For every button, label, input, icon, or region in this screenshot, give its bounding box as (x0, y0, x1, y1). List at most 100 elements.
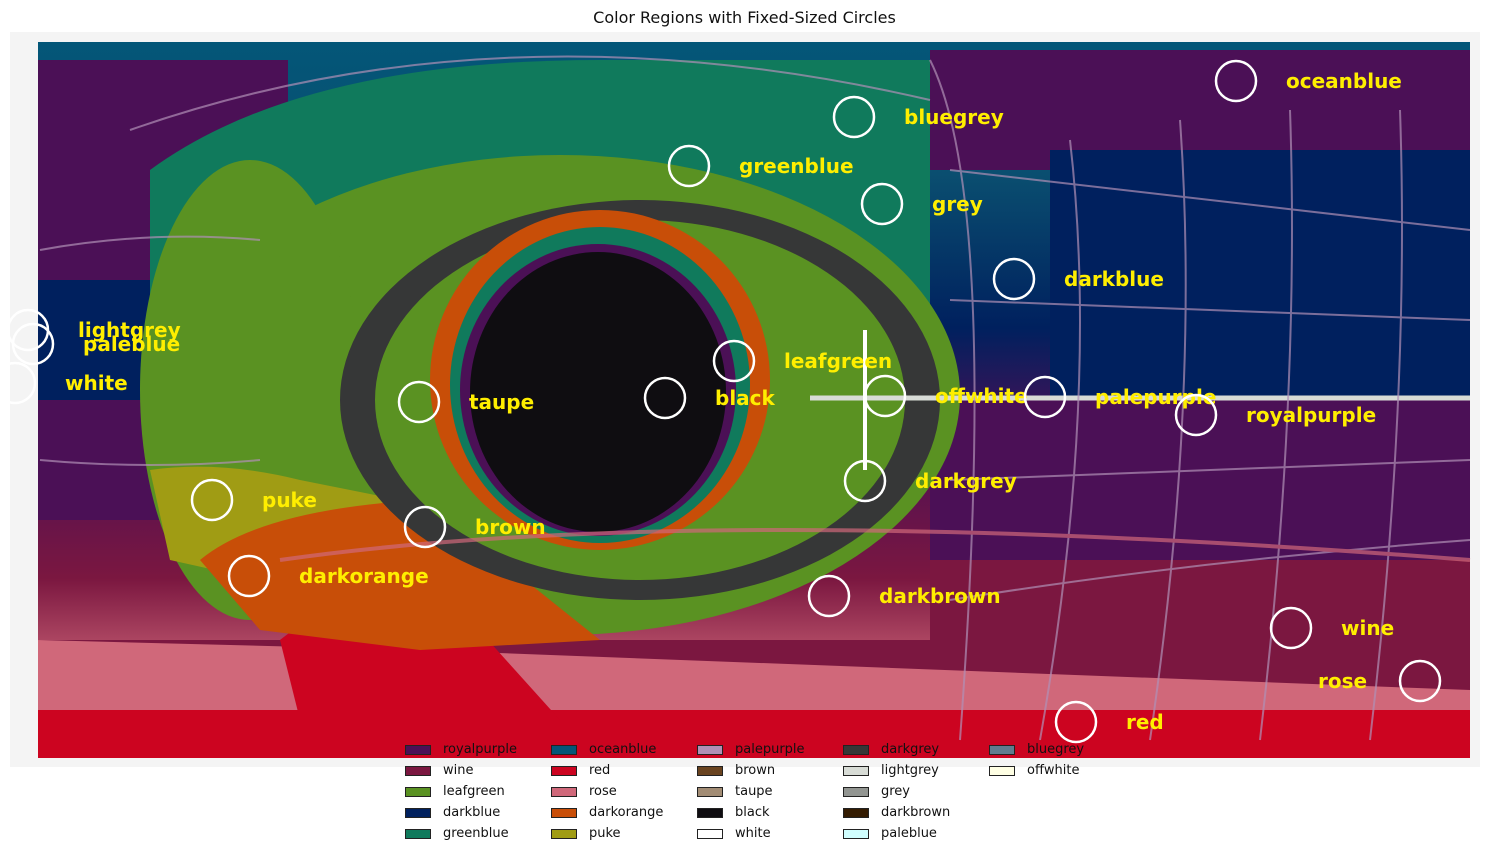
marker-label-offwhite: offwhite (935, 384, 1028, 408)
legend-swatch-darkgrey (843, 744, 869, 755)
legend-item-brown: brown (697, 763, 775, 778)
legend-item-lightgrey: lightgrey (843, 763, 939, 778)
marker-label-leafgreen: leafgreen (784, 349, 892, 373)
marker-label-lightgrey: lightgrey (78, 318, 181, 342)
legend-label-darkblue: darkblue (443, 805, 501, 820)
legend-swatch-oceanblue (551, 744, 577, 755)
marker-label-white: white (65, 371, 128, 395)
marker-circle-bluegrey (832, 95, 876, 139)
marker-circle-darkblue (992, 257, 1036, 301)
legend-item-royalpurple: royalpurple (405, 742, 517, 757)
legend-swatch-white (697, 828, 723, 839)
marker-circle-red (1054, 700, 1098, 744)
legend-item-white: white (697, 826, 771, 841)
legend-swatch-black (697, 807, 723, 818)
marker-label-darkgrey: darkgrey (915, 469, 1017, 493)
legend-label-puke: puke (589, 826, 621, 841)
legend: royalpurple wine leafgreen darkblue greenblu… (405, 742, 1105, 846)
marker-circle-puke (190, 478, 234, 522)
marker-circle-taupe (397, 380, 441, 424)
legend-item-puke: puke (551, 826, 621, 841)
legend-item-bluegrey: bluegrey (989, 742, 1084, 757)
marker-label-greenblue: greenblue (739, 154, 854, 178)
marker-label-brown: brown (475, 515, 546, 539)
legend-item-darkblue: darkblue (405, 805, 500, 820)
marker-label-red: red (1126, 710, 1164, 734)
legend-label-black: black (735, 805, 770, 820)
marker-label-darkorange: darkorange (299, 564, 429, 588)
legend-item-grey: grey (843, 784, 910, 799)
points-layer: oceanblue bluegrey greenblue grey darkblue li… (0, 59, 1442, 744)
legend-item-red: red (551, 763, 610, 778)
legend-item-oceanblue: oceanblue (551, 742, 656, 757)
legend-item-black: black (697, 805, 770, 820)
legend-swatch-leafgreen (405, 786, 431, 797)
legend-item-rose: rose (551, 784, 617, 799)
legend-label-leafgreen: leafgreen (443, 784, 505, 799)
legend-swatch-brown (697, 765, 723, 776)
legend-item-greenblue: greenblue (405, 826, 509, 841)
legend-swatch-greenblue (405, 828, 431, 839)
legend-label-royalpurple: royalpurple (443, 742, 517, 757)
marker-label-puke: puke (262, 488, 317, 512)
legend-label-grey: grey (881, 784, 911, 799)
marker-circle-royalpurple (1174, 393, 1218, 437)
marker-label-palepurple: palepurple (1095, 385, 1216, 409)
legend-swatch-taupe (697, 786, 723, 797)
legend-item-palepurple: palepurple (697, 742, 805, 757)
grid-lines (39, 55, 1471, 741)
legend-item-taupe: taupe (697, 784, 773, 799)
marker-circle-brown (403, 505, 447, 549)
legend-item-wine: wine (405, 763, 473, 778)
marker-circle-darkbrown (807, 574, 851, 618)
legend-swatch-darkblue (405, 807, 431, 818)
legend-label-white: white (735, 826, 771, 841)
legend-label-offwhite: offwhite (1027, 763, 1080, 778)
legend-item-paleblue: paleblue (843, 826, 937, 841)
marker-circle-darkgrey (843, 459, 887, 503)
darkorange-region (200, 500, 600, 650)
marker-label-bluegrey: bluegrey (904, 105, 1004, 129)
marker-label-grey: grey (932, 192, 983, 216)
legend-item-offwhite: offwhite (989, 763, 1080, 778)
marker-circle-oceanblue (1214, 59, 1258, 103)
black-hole (470, 252, 726, 532)
marker-circle-darkorange (227, 554, 271, 598)
marker-circle-leafgreen (712, 339, 756, 383)
marker-label-darkbrown: darkbrown (879, 584, 1001, 608)
marker-label-black: black (715, 386, 776, 410)
legend-label-lightgrey: lightgrey (881, 763, 939, 778)
legend-item-darkgrey: darkgrey (843, 742, 939, 757)
legend-swatch-lightgrey (843, 765, 869, 776)
marker-circle-rose (1398, 659, 1442, 703)
legend-item-darkbrown: darkbrown (843, 805, 950, 820)
legend-swatch-darkorange (551, 807, 577, 818)
marker-circle-palepurple (1023, 375, 1067, 419)
marker-circle-wine (1269, 606, 1313, 650)
legend-label-paleblue: paleblue (881, 826, 937, 841)
legend-label-brown: brown (735, 763, 776, 778)
marker-circle-greenblue (667, 144, 711, 188)
legend-label-taupe: taupe (735, 784, 773, 799)
legend-label-red: red (589, 763, 611, 778)
legend-label-wine: wine (443, 763, 474, 778)
legend-label-rose: rose (589, 784, 617, 799)
legend-label-oceanblue: oceanblue (589, 742, 657, 757)
legend-swatch-offwhite (989, 765, 1015, 776)
legend-swatch-palepurple (697, 744, 723, 755)
marker-label-taupe: taupe (469, 390, 534, 414)
legend-label-palepurple: palepurple (735, 742, 805, 757)
marker-label-darkblue: darkblue (1064, 267, 1164, 291)
legend-swatch-royalpurple (405, 744, 431, 755)
marker-label-paleblue: paleblue (83, 332, 180, 356)
legend-swatch-grey (843, 786, 869, 797)
legend-swatch-wine (405, 765, 431, 776)
legend-item-darkorange: darkorange (551, 805, 663, 820)
legend-label-darkbrown: darkbrown (881, 805, 951, 820)
marker-label-rose: rose (1318, 669, 1367, 693)
legend-swatch-darkbrown (843, 807, 869, 818)
marker-circle-offwhite (863, 374, 907, 418)
marker-label-wine: wine (1341, 616, 1394, 640)
marker-circle-white (0, 361, 37, 405)
legend-swatch-paleblue (843, 828, 869, 839)
